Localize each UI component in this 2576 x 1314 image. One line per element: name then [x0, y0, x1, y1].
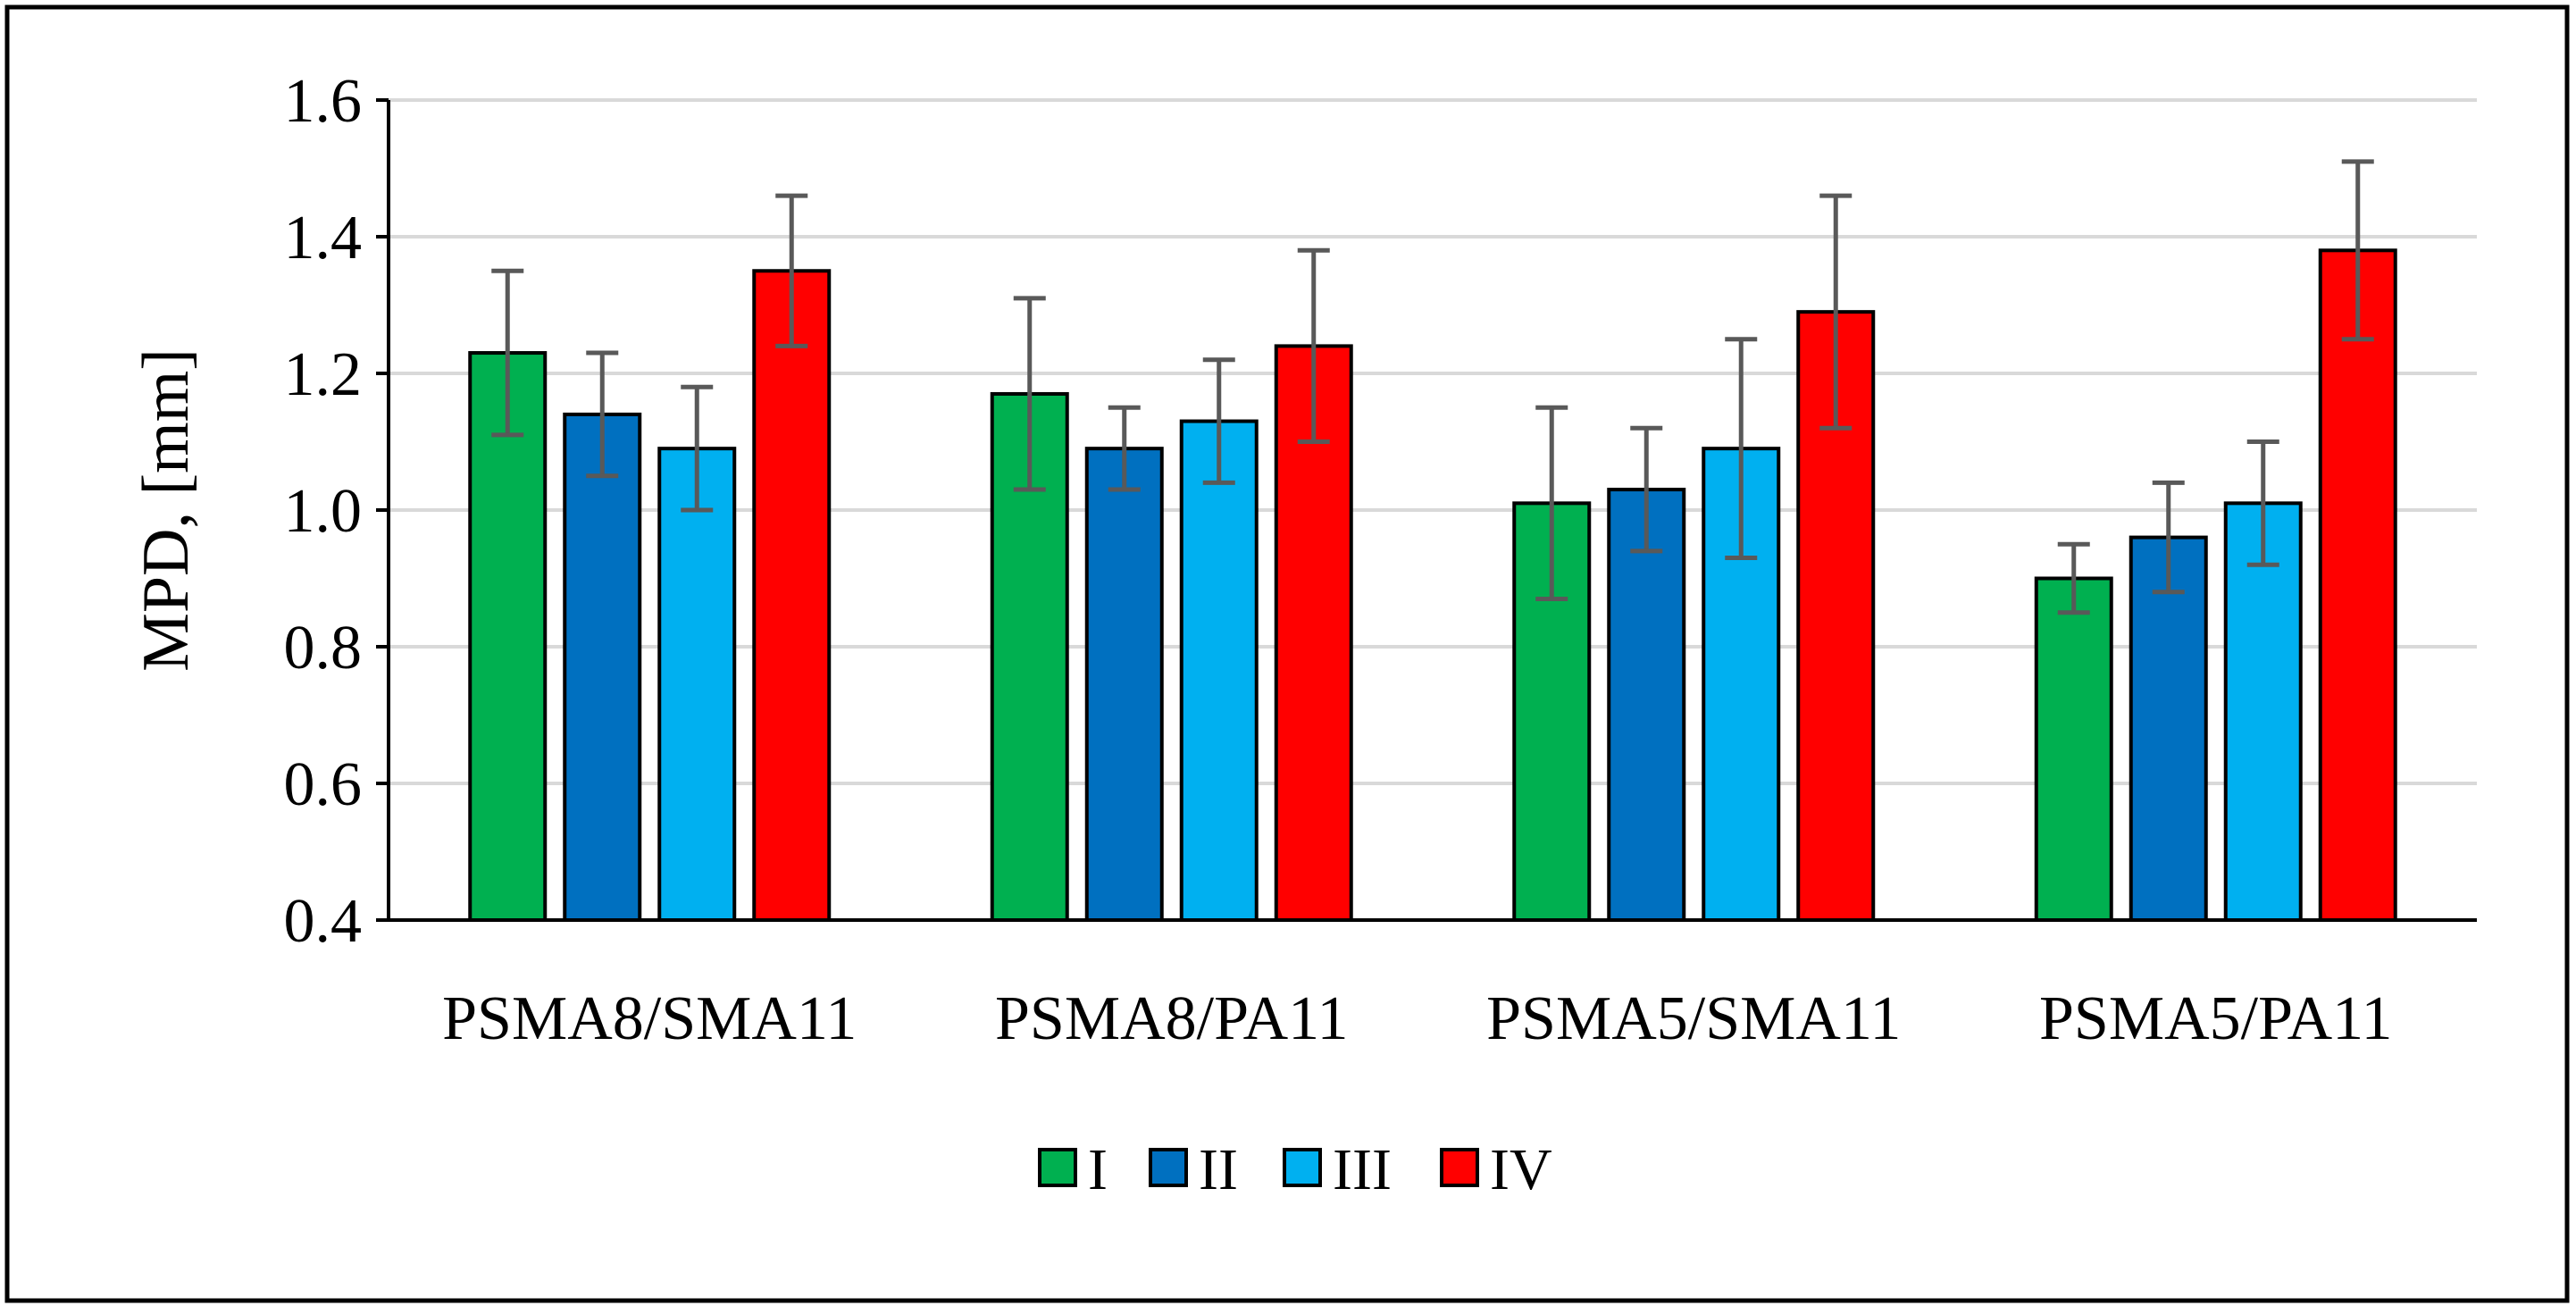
error-bar-III-PSMA5/SMA11: [1725, 337, 1758, 561]
error-bar-II-PSMA5/PA11: [2152, 480, 2185, 595]
error-bar-IV-PSMA8/PA11: [1297, 247, 1330, 444]
error-bar-I-PSMA5/PA11: [2057, 541, 2090, 615]
bar-I-PSMA8/SMA11: [468, 351, 548, 922]
x-tick-label: PSMA5/SMA11: [1486, 984, 1901, 1053]
legend-item-III: III: [1283, 1137, 1392, 1202]
bar-II-PSMA8/SMA11: [563, 412, 642, 922]
bar-III-PSMA8/PA11: [1179, 419, 1259, 922]
error-bar-IV-PSMA8/SMA11: [775, 193, 808, 348]
bar-IV-PSMA5/PA11: [2318, 248, 2397, 922]
bar-II-PSMA8/PA11: [1084, 447, 1164, 922]
gridlines: [389, 98, 2477, 785]
error-bar-II-PSMA8/PA11: [1108, 405, 1141, 492]
legend-label: II: [1199, 1137, 1238, 1202]
bar-III-PSMA8/SMA11: [657, 447, 737, 922]
bar-I-PSMA5/PA11: [2034, 576, 2113, 922]
bar-II-PSMA5/PA11: [2129, 535, 2208, 922]
x-tick-label: PSMA5/PA11: [2039, 984, 2393, 1053]
legend: I II III IV: [1038, 1137, 1552, 1202]
y-axis-ticks: 0.4 0.6 0.8 1.0 1.2 1.4 1.6: [284, 67, 389, 956]
legend-item-I: I: [1038, 1137, 1108, 1202]
y-tick-label: 1.2: [284, 340, 363, 409]
legend-item-II: II: [1149, 1137, 1238, 1202]
error-bar-I-PSMA5/SMA11: [1535, 405, 1568, 601]
y-tick-label: 1.6: [284, 67, 363, 136]
legend-swatch: [1440, 1148, 1479, 1187]
legend-item-IV: IV: [1440, 1137, 1552, 1202]
bar-II-PSMA5/SMA11: [1607, 488, 1686, 922]
error-bar-I-PSMA8/SMA11: [491, 268, 524, 438]
legend-label: III: [1333, 1137, 1392, 1202]
error-bar-IV-PSMA5/SMA11: [1819, 193, 1853, 431]
x-tick-label: PSMA8/PA11: [995, 984, 1349, 1053]
x-axis-labels: PSMA8/SMA11 PSMA8/PA11 PSMA5/SMA11 PSMA5/PA…: [442, 984, 2392, 1053]
legend-swatch: [1038, 1148, 1077, 1187]
error-bar-III-PSMA5/PA11: [2246, 439, 2279, 567]
error-bar-II-PSMA8/SMA11: [586, 350, 619, 479]
bars: [468, 248, 2397, 922]
error-bar-II-PSMA5/SMA11: [1630, 425, 1663, 554]
error-bar-IV-PSMA5/PA11: [2341, 159, 2374, 342]
y-tick-label: 1.4: [284, 204, 363, 272]
error-bar-III-PSMA8/SMA11: [681, 384, 714, 513]
error-bar-III-PSMA8/PA11: [1202, 357, 1235, 485]
y-tick-label: 0.8: [284, 614, 363, 682]
y-tick-label: 0.6: [284, 750, 363, 819]
legend-label: I: [1088, 1137, 1108, 1202]
legend-label: IV: [1490, 1137, 1552, 1202]
legend-swatch: [1149, 1148, 1188, 1187]
y-tick-label: 0.4: [284, 887, 363, 956]
error-bars: [491, 159, 2374, 615]
y-tick-label: 1.0: [284, 477, 363, 546]
x-tick-label: PSMA8/SMA11: [442, 984, 857, 1053]
bar-IV-PSMA8/SMA11: [752, 269, 832, 922]
y-axis-label: MPD, [mm]: [130, 348, 203, 672]
error-bar-I-PSMA8/PA11: [1013, 296, 1046, 492]
legend-swatch: [1283, 1148, 1322, 1187]
